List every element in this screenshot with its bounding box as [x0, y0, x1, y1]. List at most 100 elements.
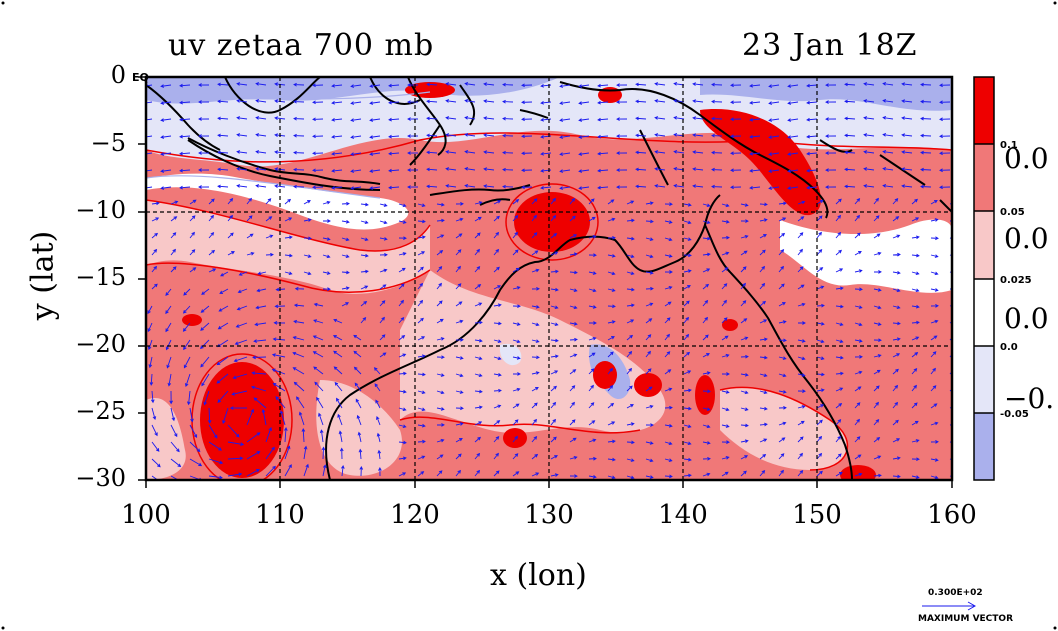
wind-vector — [692, 82, 704, 86]
wind-vector — [360, 316, 367, 324]
wind-vector — [835, 453, 842, 460]
wind-vector — [873, 369, 881, 375]
wind-vector — [312, 100, 324, 105]
wind-vector — [730, 151, 742, 156]
wind-vector — [816, 356, 825, 360]
wind-vector — [569, 353, 578, 358]
wind-vector — [930, 271, 939, 276]
max-vector-arrow — [922, 601, 977, 611]
wind-vector — [892, 252, 901, 257]
wind-vector — [588, 420, 596, 426]
wind-vector — [455, 283, 462, 290]
wind-vector — [474, 356, 483, 361]
wind-vector — [474, 389, 483, 394]
wind-vector — [854, 251, 862, 256]
wind-vector — [379, 300, 386, 307]
wind-vector — [759, 355, 768, 360]
wind-vector — [683, 388, 692, 393]
wind-vector — [882, 150, 894, 154]
wind-vector — [607, 384, 614, 392]
wind-vector — [683, 351, 691, 358]
wind-vector — [272, 382, 286, 392]
wind-vector — [692, 133, 704, 137]
wind-vector — [863, 133, 875, 137]
wind-vector — [200, 305, 210, 313]
wind-vector — [768, 84, 780, 88]
wind-vector — [417, 390, 426, 394]
wind-vector — [797, 321, 806, 325]
x-tick-0: 100 — [121, 500, 171, 530]
wind-vector — [588, 336, 597, 341]
wind-vector — [806, 134, 818, 139]
wind-vector — [246, 451, 261, 460]
wind-vector — [203, 390, 210, 406]
wind-vector — [892, 474, 901, 479]
wind-vector — [222, 407, 229, 425]
wind-vector — [398, 389, 407, 394]
wind-vector — [749, 134, 761, 139]
wind-vector — [275, 287, 286, 292]
wind-vector — [284, 271, 293, 276]
wind-vector — [436, 407, 445, 411]
wind-vector — [436, 202, 445, 207]
wind-vector — [236, 116, 248, 120]
wind-vector — [721, 220, 730, 224]
wind-vector — [768, 169, 780, 173]
wind-vector — [911, 384, 917, 392]
wind-vector — [455, 301, 463, 307]
wind-vector — [692, 116, 704, 120]
wind-vector — [626, 254, 635, 259]
field-strong-positive-spot-7 — [840, 465, 876, 480]
wind-vector — [246, 215, 253, 222]
wind-vector — [683, 285, 691, 290]
wind-vector — [778, 320, 787, 324]
wind-vector — [664, 458, 673, 462]
wind-vector — [721, 424, 730, 428]
wind-vector — [635, 82, 647, 87]
wind-vector — [234, 339, 248, 345]
wind-vector — [170, 248, 176, 256]
wind-vector — [293, 133, 305, 138]
wind-vector — [388, 134, 400, 139]
wind-vector — [512, 322, 521, 326]
wind-vector — [312, 168, 324, 173]
wind-vector — [265, 198, 272, 205]
wind-vector — [445, 167, 457, 171]
wind-vector — [493, 452, 499, 460]
wind-vector — [863, 99, 875, 103]
wind-vector — [854, 305, 863, 309]
wind-vector — [376, 432, 381, 443]
wind-vector — [930, 475, 939, 480]
wind-vector — [512, 304, 521, 308]
wind-vector — [292, 367, 305, 375]
wind-vector — [246, 432, 261, 443]
wind-vector — [165, 322, 172, 333]
wind-vector — [569, 252, 578, 256]
wind-vector — [493, 470, 500, 477]
wind-vector — [334, 381, 343, 392]
wind-vector — [255, 99, 267, 103]
wind-vectors — [146, 82, 952, 480]
wind-vector — [407, 185, 419, 189]
wind-vector — [160, 186, 172, 190]
wind-vector — [512, 286, 521, 290]
colorbar-swatch-2 — [974, 144, 994, 211]
wind-vector — [369, 118, 381, 122]
wind-vector — [854, 454, 862, 460]
wind-vector — [151, 283, 158, 290]
wind-vector — [873, 385, 880, 392]
wind-vector — [198, 151, 210, 155]
wind-vector — [759, 300, 767, 307]
wind-vector — [930, 421, 939, 426]
wind-vector — [293, 116, 305, 121]
wind-vector — [873, 455, 882, 460]
wind-vector — [797, 356, 806, 361]
wind-vector — [455, 249, 462, 256]
wind-vector — [759, 337, 768, 342]
wind-vector — [702, 441, 711, 445]
wind-vector — [930, 335, 938, 341]
wind-vector — [341, 465, 345, 477]
wind-vector — [835, 471, 843, 477]
wind-vector — [312, 134, 324, 139]
